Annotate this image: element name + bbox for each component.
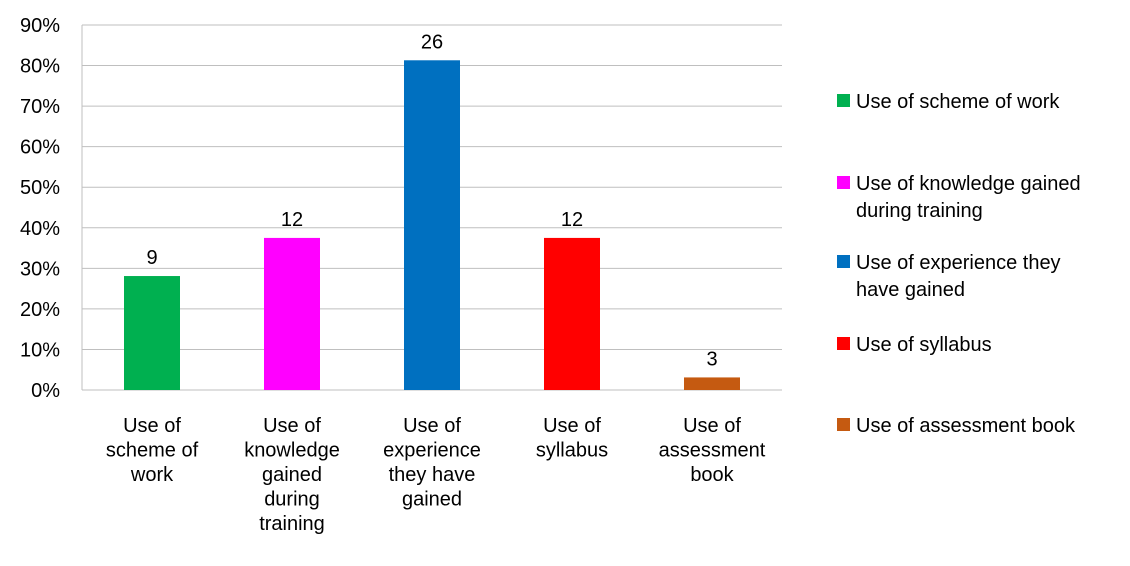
category-label: Use of experience they have gained <box>383 415 481 511</box>
y-tick-label: 50% <box>20 177 60 199</box>
legend-swatch <box>837 176 850 189</box>
legend-swatch <box>837 418 850 431</box>
legend-label: Use of knowledge gained during training <box>856 173 1081 222</box>
y-tick-label: 60% <box>20 137 60 159</box>
legend-label: Use of syllabus <box>856 334 992 356</box>
legend: Use of scheme of work Use of knowledge ga… <box>837 91 1081 437</box>
data-label: 3 <box>706 348 717 370</box>
bar <box>124 276 180 390</box>
y-tick-label: 70% <box>20 96 60 118</box>
y-tick-label: 80% <box>20 56 60 78</box>
data-labels: 9 12 26 12 3 <box>146 31 717 370</box>
y-tick-label: 20% <box>20 299 60 321</box>
bar <box>264 237 320 390</box>
data-label: 26 <box>421 31 443 53</box>
category-label: Use of syllabus <box>536 415 608 462</box>
data-label: 12 <box>281 209 303 231</box>
y-tick-label: 0% <box>31 380 60 402</box>
legend-label: Use of experience they have gained <box>856 252 1061 301</box>
legend-swatch <box>837 94 850 107</box>
category-label: Use of scheme of work <box>106 415 199 486</box>
data-label: 9 <box>146 247 157 269</box>
category-labels: Use of scheme of work Use of knowledge gained… <box>106 415 766 535</box>
category-label: Use of assessment book <box>659 415 766 486</box>
bar <box>404 60 460 391</box>
y-tick-label: 90% <box>20 15 60 37</box>
legend-label: Use of assessment book <box>856 415 1076 437</box>
y-tick-label: 30% <box>20 258 60 280</box>
y-tick-label: 40% <box>20 218 60 240</box>
bar <box>544 237 600 390</box>
bar <box>684 377 740 390</box>
y-axis-tick-labels: 0% 10% 20% 30% 40% 50% 60% 70% 80% 90% <box>20 15 60 402</box>
legend-swatch <box>837 337 850 350</box>
data-label: 12 <box>561 209 583 231</box>
bars <box>124 60 740 391</box>
legend-label: Use of scheme of work <box>856 91 1060 113</box>
y-tick-label: 10% <box>20 339 60 361</box>
legend-swatch <box>837 255 850 268</box>
category-label: Use of knowledge gained during training <box>244 415 340 535</box>
